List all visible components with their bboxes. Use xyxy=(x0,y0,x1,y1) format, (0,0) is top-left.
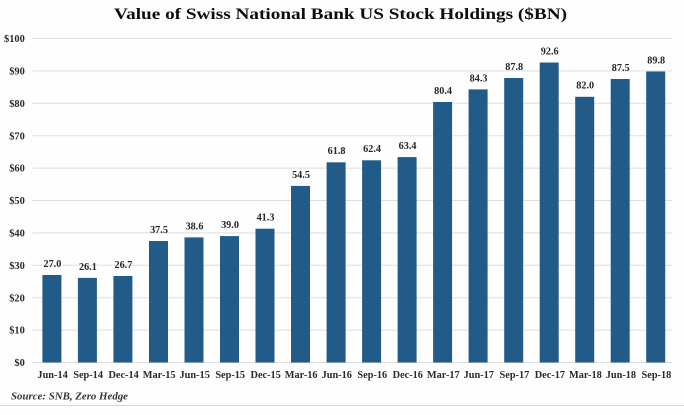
svg-text:38.6: 38.6 xyxy=(186,221,204,232)
svg-text:$50: $50 xyxy=(9,196,25,207)
svg-text:Sep-17: Sep-17 xyxy=(500,370,530,381)
svg-text:89.8: 89.8 xyxy=(647,55,665,66)
svg-text:Source: SNB, Zero Hedge: Source: SNB, Zero Hedge xyxy=(11,390,128,402)
svg-text:Jun-15: Jun-15 xyxy=(180,370,210,381)
svg-text:Mar-15: Mar-15 xyxy=(143,370,176,381)
svg-text:Sep-16: Sep-16 xyxy=(357,370,387,381)
svg-text:$10: $10 xyxy=(9,326,25,337)
svg-text:$100: $100 xyxy=(4,34,25,45)
svg-text:87.8: 87.8 xyxy=(505,62,523,73)
svg-text:37.5: 37.5 xyxy=(150,225,168,236)
svg-text:41.3: 41.3 xyxy=(257,213,275,224)
svg-text:Dec-14: Dec-14 xyxy=(108,370,138,381)
svg-text:$20: $20 xyxy=(9,293,25,304)
svg-text:61.8: 61.8 xyxy=(328,146,346,157)
svg-text:80.4: 80.4 xyxy=(434,86,452,97)
svg-text:26.1: 26.1 xyxy=(79,262,97,273)
svg-text:62.4: 62.4 xyxy=(363,144,381,155)
svg-text:Mar-17: Mar-17 xyxy=(427,370,460,381)
svg-text:$0: $0 xyxy=(14,358,24,369)
svg-text:Sep-18: Sep-18 xyxy=(642,370,672,381)
svg-text:Mar-16: Mar-16 xyxy=(285,370,318,381)
svg-text:$70: $70 xyxy=(9,131,25,142)
svg-text:39.0: 39.0 xyxy=(221,220,239,231)
svg-text:Jun-14: Jun-14 xyxy=(37,370,67,381)
svg-text:Value of Swiss National Bank U: Value of Swiss National Bank US Stock Ho… xyxy=(114,6,567,23)
svg-text:54.5: 54.5 xyxy=(292,170,310,181)
svg-text:Mar-18: Mar-18 xyxy=(569,370,602,381)
svg-text:Dec-15: Dec-15 xyxy=(251,370,281,381)
svg-text:84.3: 84.3 xyxy=(470,73,488,84)
svg-text:Jun-17: Jun-17 xyxy=(464,370,494,381)
svg-text:26.7: 26.7 xyxy=(114,260,132,271)
svg-text:$90: $90 xyxy=(9,67,25,78)
svg-text:92.6: 92.6 xyxy=(541,46,559,57)
svg-text:$60: $60 xyxy=(9,164,25,175)
svg-text:27.0: 27.0 xyxy=(43,259,61,270)
svg-text:$40: $40 xyxy=(9,229,25,240)
svg-text:Dec-17: Dec-17 xyxy=(535,370,565,381)
svg-text:Jun-16: Jun-16 xyxy=(322,370,352,381)
svg-text:Jun-18: Jun-18 xyxy=(606,370,636,381)
svg-text:87.5: 87.5 xyxy=(612,63,630,74)
svg-text:Sep-15: Sep-15 xyxy=(215,370,245,381)
svg-text:Dec-16: Dec-16 xyxy=(393,370,423,381)
svg-text:Sep-14: Sep-14 xyxy=(73,370,103,381)
svg-text:$80: $80 xyxy=(9,99,25,110)
svg-text:82.0: 82.0 xyxy=(576,81,594,92)
svg-text:$30: $30 xyxy=(9,261,25,272)
svg-text:63.4: 63.4 xyxy=(399,141,417,152)
